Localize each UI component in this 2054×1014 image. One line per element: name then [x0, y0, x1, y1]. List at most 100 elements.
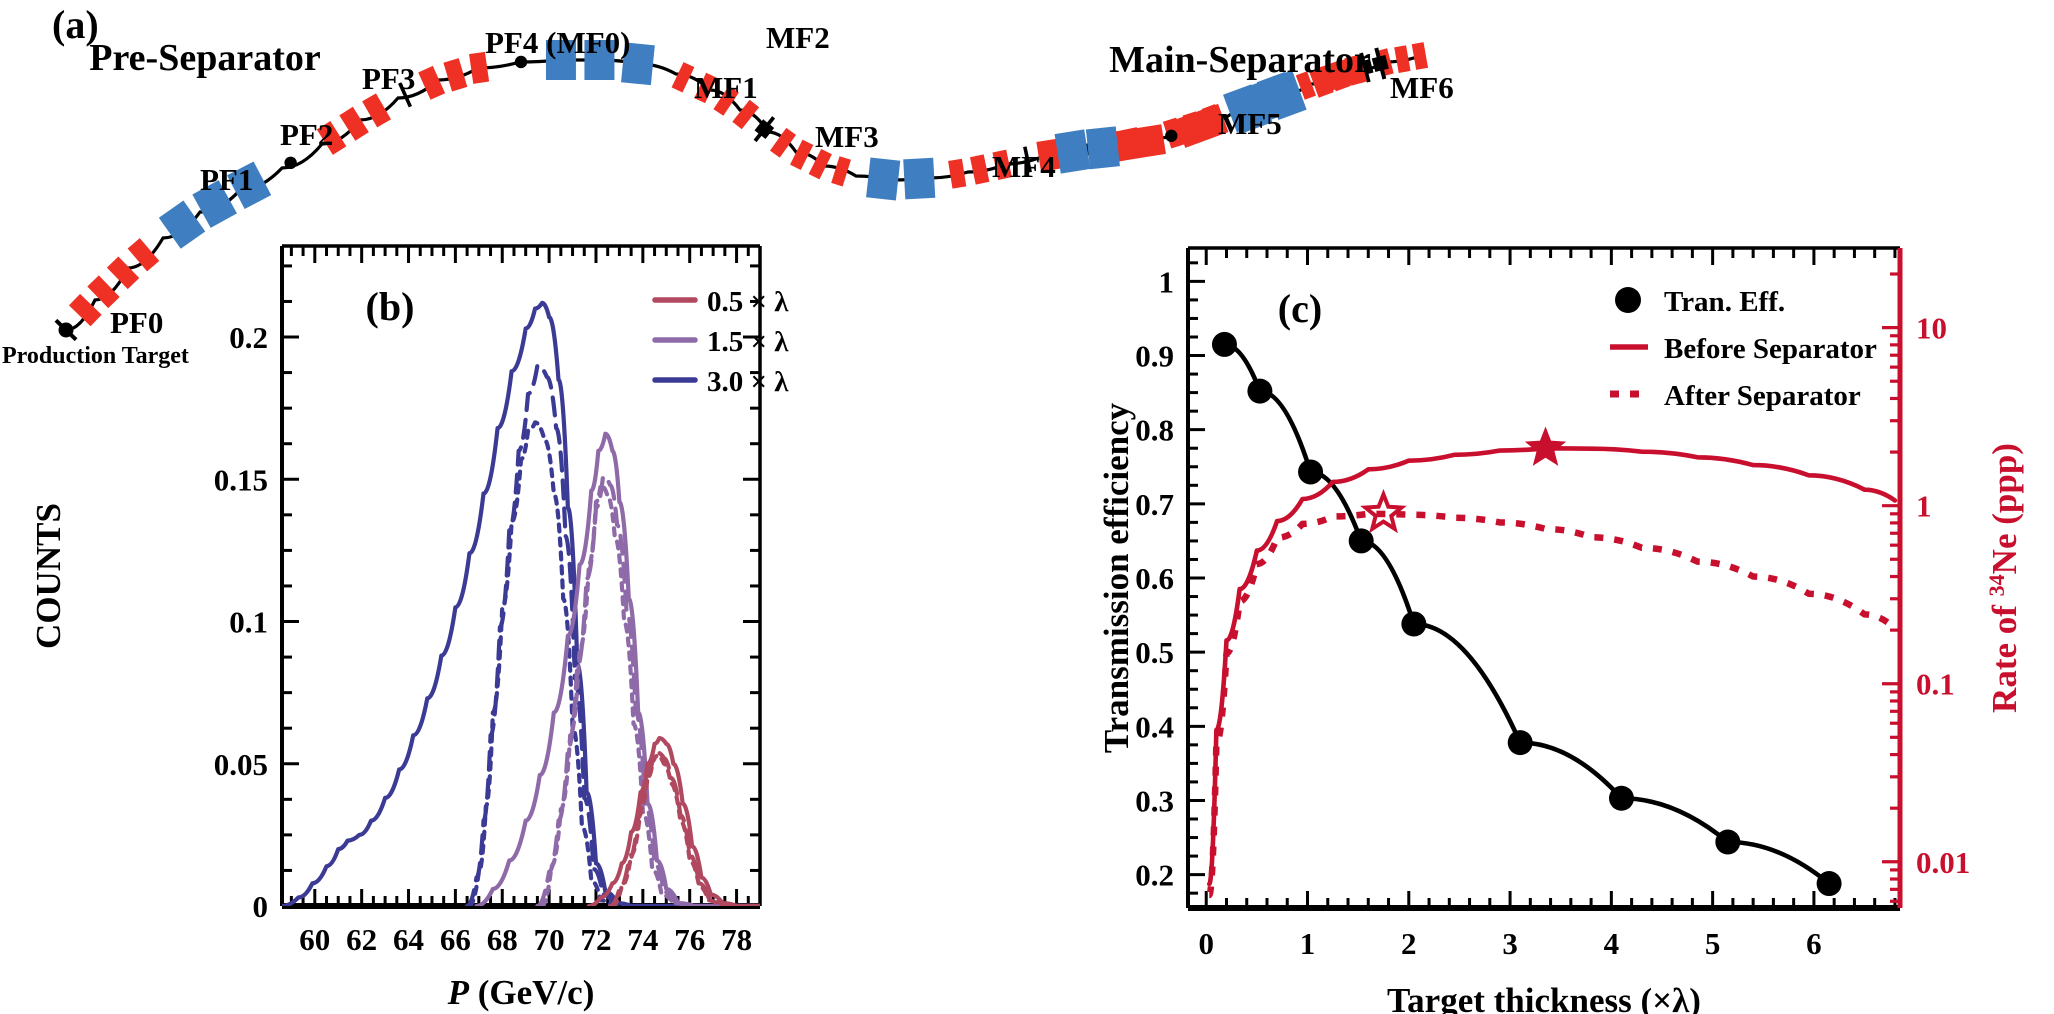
- panel-b-curve-2: [467, 420, 760, 906]
- panel-c-chart: 0 1 2 3 4 5 60.20.30.40.50.60.70.80.911010.10.…: [1097, 246, 2024, 1014]
- beamline-marker-label-pf0: PF0: [110, 305, 163, 340]
- quadrupole-crest-2: [621, 42, 655, 86]
- panel-c-curve-1: [1206, 446, 1898, 887]
- beamline-marker-label-pf2: PF2: [280, 117, 333, 152]
- panel-c-xtick-label: 3: [1502, 926, 1518, 961]
- quadrupole-mf6-1: [1263, 70, 1307, 120]
- dipole-pre-0: [68, 293, 102, 327]
- panel-c-datapoint-2: [1298, 459, 1324, 485]
- panel-b-xlabel: P (GeV/c): [447, 973, 595, 1012]
- panel-c-ytick-label: 0.7: [1135, 487, 1174, 522]
- panel-c-legend: Tran. Eff. Before Separator After Separato…: [1610, 286, 1877, 412]
- panel-b-xlabel-symbol: P: [447, 973, 470, 1012]
- dipole-pf4-right-0: [769, 127, 797, 158]
- panel-b-ytick-label: 0.2: [229, 320, 268, 355]
- panel-c-legend-label-2: After Separator: [1664, 380, 1861, 412]
- panel-b-curve-0: [282, 300, 760, 906]
- panel-c-datapoint-6: [1608, 785, 1634, 811]
- dipole-mf4-left-0: [1295, 71, 1317, 100]
- panel-a-tag: (a): [52, 2, 99, 47]
- dipole-mf1-0: [948, 158, 967, 189]
- dipole-mf5-a: [1115, 124, 1166, 162]
- panel-c-ytick-label: 1: [1159, 264, 1175, 299]
- dipole-pf2-1: [339, 106, 369, 141]
- panel-b-xtick-label: 78: [721, 922, 752, 957]
- panel-c-x-ticks: [1204, 248, 1897, 908]
- panel-c-xtick-label: 5: [1705, 926, 1721, 961]
- panel-b-legend-label-2: 3.0 × λ: [707, 366, 789, 398]
- panel-b-xtick-label: 62: [346, 922, 377, 957]
- panel-b-xtick-label: 60: [299, 922, 330, 957]
- dipole-pre-1: [87, 275, 120, 309]
- panel-b-tag: (b): [366, 284, 415, 329]
- panel-c-series-group: [1206, 331, 1898, 899]
- panel-a-beamline: (a)Pre-Separator Main-Separator PF0 PF1 PF2 P…: [2, 2, 1454, 369]
- dipole-pre-3: [127, 238, 160, 272]
- dipole-pf4-left-1: [694, 72, 718, 104]
- panel-c-datapoint-3: [1348, 528, 1374, 554]
- panel-c-curve-2: [1206, 510, 1898, 899]
- quadrupole-pre-1: [192, 180, 237, 228]
- panel-b-legend: 0.5 × λ 1.5 × λ 3.0 × λ: [652, 286, 789, 398]
- panel-c-xtick-label: 0: [1198, 926, 1214, 961]
- focal-cross-mf6: [1371, 47, 1389, 80]
- beamline-marker-label-mf6: MF6: [1390, 70, 1454, 105]
- focal-cross-pf4-mf0: [753, 116, 776, 143]
- panel-c-right-ylabel-mass: 34: [1984, 574, 2009, 596]
- panel-b-xlabel-unit: (GeV/c): [469, 973, 594, 1012]
- panel-b-ytick-label: 0: [253, 889, 269, 924]
- beamline-marker-label-mf5: MF5: [1218, 106, 1282, 141]
- dipole-pf2-0: [316, 120, 347, 155]
- focal-point-pf1: [284, 156, 297, 170]
- beamline-section-label-main-separator: Main-Separator: [1109, 39, 1371, 81]
- panel-c-ytick-label: 0.6: [1135, 561, 1174, 596]
- panel-c-datapoint-0: [1211, 331, 1237, 357]
- quadrupole-mf4-out-0: [1054, 129, 1091, 174]
- quadrupole-pre-2: [227, 161, 272, 210]
- focal-point-pf3: [514, 55, 528, 69]
- panel-c-ylabel: Transmission efficiency: [1097, 402, 1136, 753]
- dipole-pf4-left-0: [671, 62, 695, 93]
- panel-c-legend-marker-circle: [1615, 287, 1641, 313]
- panel-b-x-ticks: [289, 246, 762, 906]
- panel-b-curve-3: [474, 431, 760, 906]
- dipole-mf5-b: [1174, 103, 1229, 148]
- dipole-pf4-left-2: [713, 85, 739, 116]
- panel-c-datapoint-5: [1507, 730, 1533, 756]
- quadrupole-crest-1: [584, 40, 615, 80]
- dipole-mf4-right-1: [1394, 45, 1411, 73]
- dipole-pf3a-2: [469, 51, 490, 84]
- panel-c-ytick-label: 0.2: [1135, 858, 1174, 893]
- panel-c-xtick-label: 4: [1604, 926, 1620, 961]
- panel-c-right-ylabel-suffix: Ne (ppp): [1985, 443, 2024, 574]
- panel-c-star-filled: [1524, 426, 1567, 466]
- beamline-section-label-pre-separator: Pre-Separator: [89, 37, 321, 79]
- panel-b-ytick-label: 0.15: [214, 462, 268, 497]
- panel-b-curve-4: [535, 474, 760, 906]
- dipole-mf6-0: [1309, 65, 1334, 98]
- dipole-pf4-right-3: [831, 156, 851, 187]
- panel-c-legend-label-0: Tran. Eff.: [1664, 286, 1785, 318]
- panel-b-xtick-label: 74: [627, 922, 658, 957]
- quadrupole-mf4-out-1: [1085, 126, 1120, 170]
- dipole-mf1-2: [992, 149, 1012, 180]
- panel-c-ytick-label: 0.3: [1135, 783, 1174, 818]
- panel-b-ylabel: COUNTS: [29, 503, 68, 649]
- panel-c-right-ylabel-prefix: Rate of: [1985, 596, 2024, 713]
- quadrupole-mf6-0: [1229, 82, 1273, 133]
- panel-b-xtick-label: 76: [674, 922, 705, 957]
- panel-b-xtick-label: 72: [580, 922, 611, 957]
- dipole-pf4-right-2: [808, 148, 832, 180]
- panel-c-xtick-label: 6: [1806, 926, 1822, 961]
- panel-b-xtick-label: 64: [393, 922, 424, 957]
- panel-b-legend-label-1: 1.5 × λ: [707, 326, 789, 358]
- focal-tick-mf1: [1023, 146, 1032, 173]
- beamline-marker-label-pf4-mf0: PF4 (MF0): [485, 25, 630, 60]
- panel-c-right-ytick-label: 10: [1916, 311, 1947, 346]
- dipole-pf4-right-1: [790, 139, 814, 171]
- beamline-marker-label-mf2: MF2: [766, 20, 830, 55]
- panel-c-legend-label-1: Before Separator: [1664, 333, 1877, 365]
- dipole-mf1-1: [969, 154, 990, 185]
